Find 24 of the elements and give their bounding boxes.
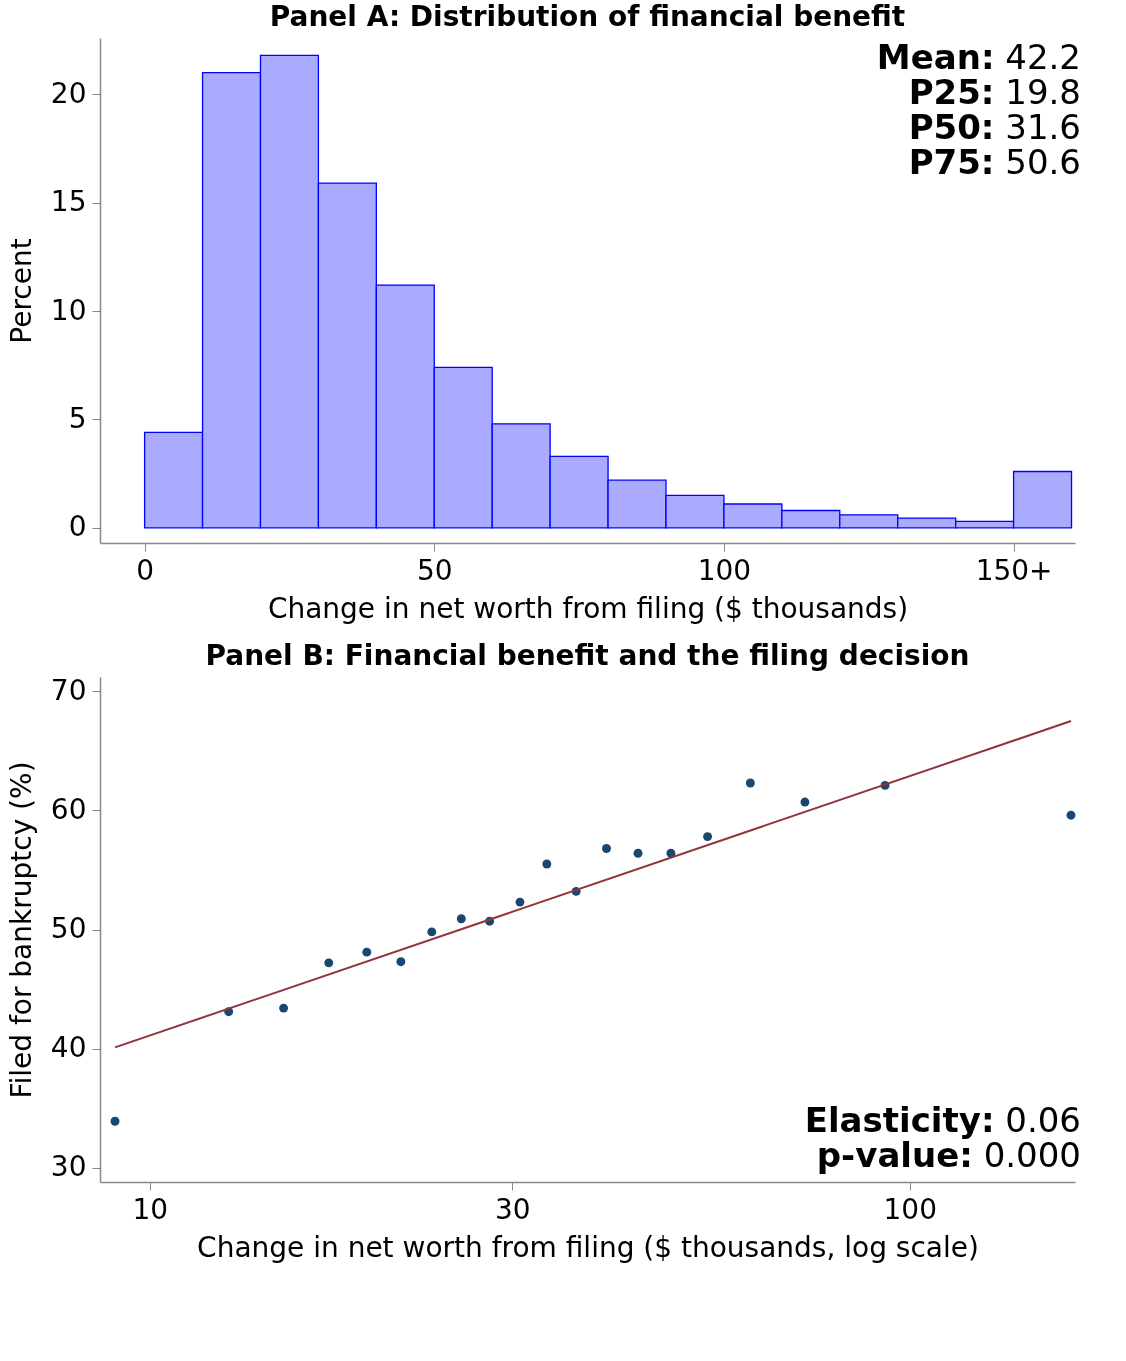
x-axis-title: Change in net worth from filing ($ thousands) (267, 591, 909, 625)
annotation: Elasticity: 0.06 (804, 1100, 1081, 1140)
y-tick-label: 30 (50, 1150, 87, 1184)
x-tick-label: 50 (416, 553, 453, 587)
y-tick-label: 5 (68, 401, 87, 435)
chart-title: Panel B: Financial benefit and the filing decision (205, 639, 970, 672)
x-tick-label: 100 (883, 1192, 937, 1226)
x-tick-label: 10 (132, 1192, 169, 1226)
x-tick-label: 30 (495, 1192, 531, 1226)
chart-title: Panel A: Distribution of financial benefit (269, 0, 906, 33)
x-tick-label: 150+ (975, 553, 1053, 587)
y-tick-label: 15 (50, 185, 87, 219)
y-axis-title: Percent (4, 238, 38, 344)
y-tick-label: 20 (50, 76, 87, 110)
y-tick-label: 0 (68, 510, 87, 544)
y-tick-label: 70 (50, 673, 87, 707)
y-tick-label: 50 (50, 912, 87, 945)
y-tick-label: 10 (50, 293, 87, 327)
x-tick-label: 0 (136, 553, 155, 587)
y-tick-label: 60 (50, 792, 87, 826)
x-axis-title: Change in net worth from filing ($ thousands, log scale) (197, 1230, 979, 1264)
y-tick-label: 40 (50, 1031, 87, 1065)
x-tick-label: 100 (697, 553, 752, 587)
y-axis-title: Filed for bankruptcy (%) (4, 761, 38, 1099)
